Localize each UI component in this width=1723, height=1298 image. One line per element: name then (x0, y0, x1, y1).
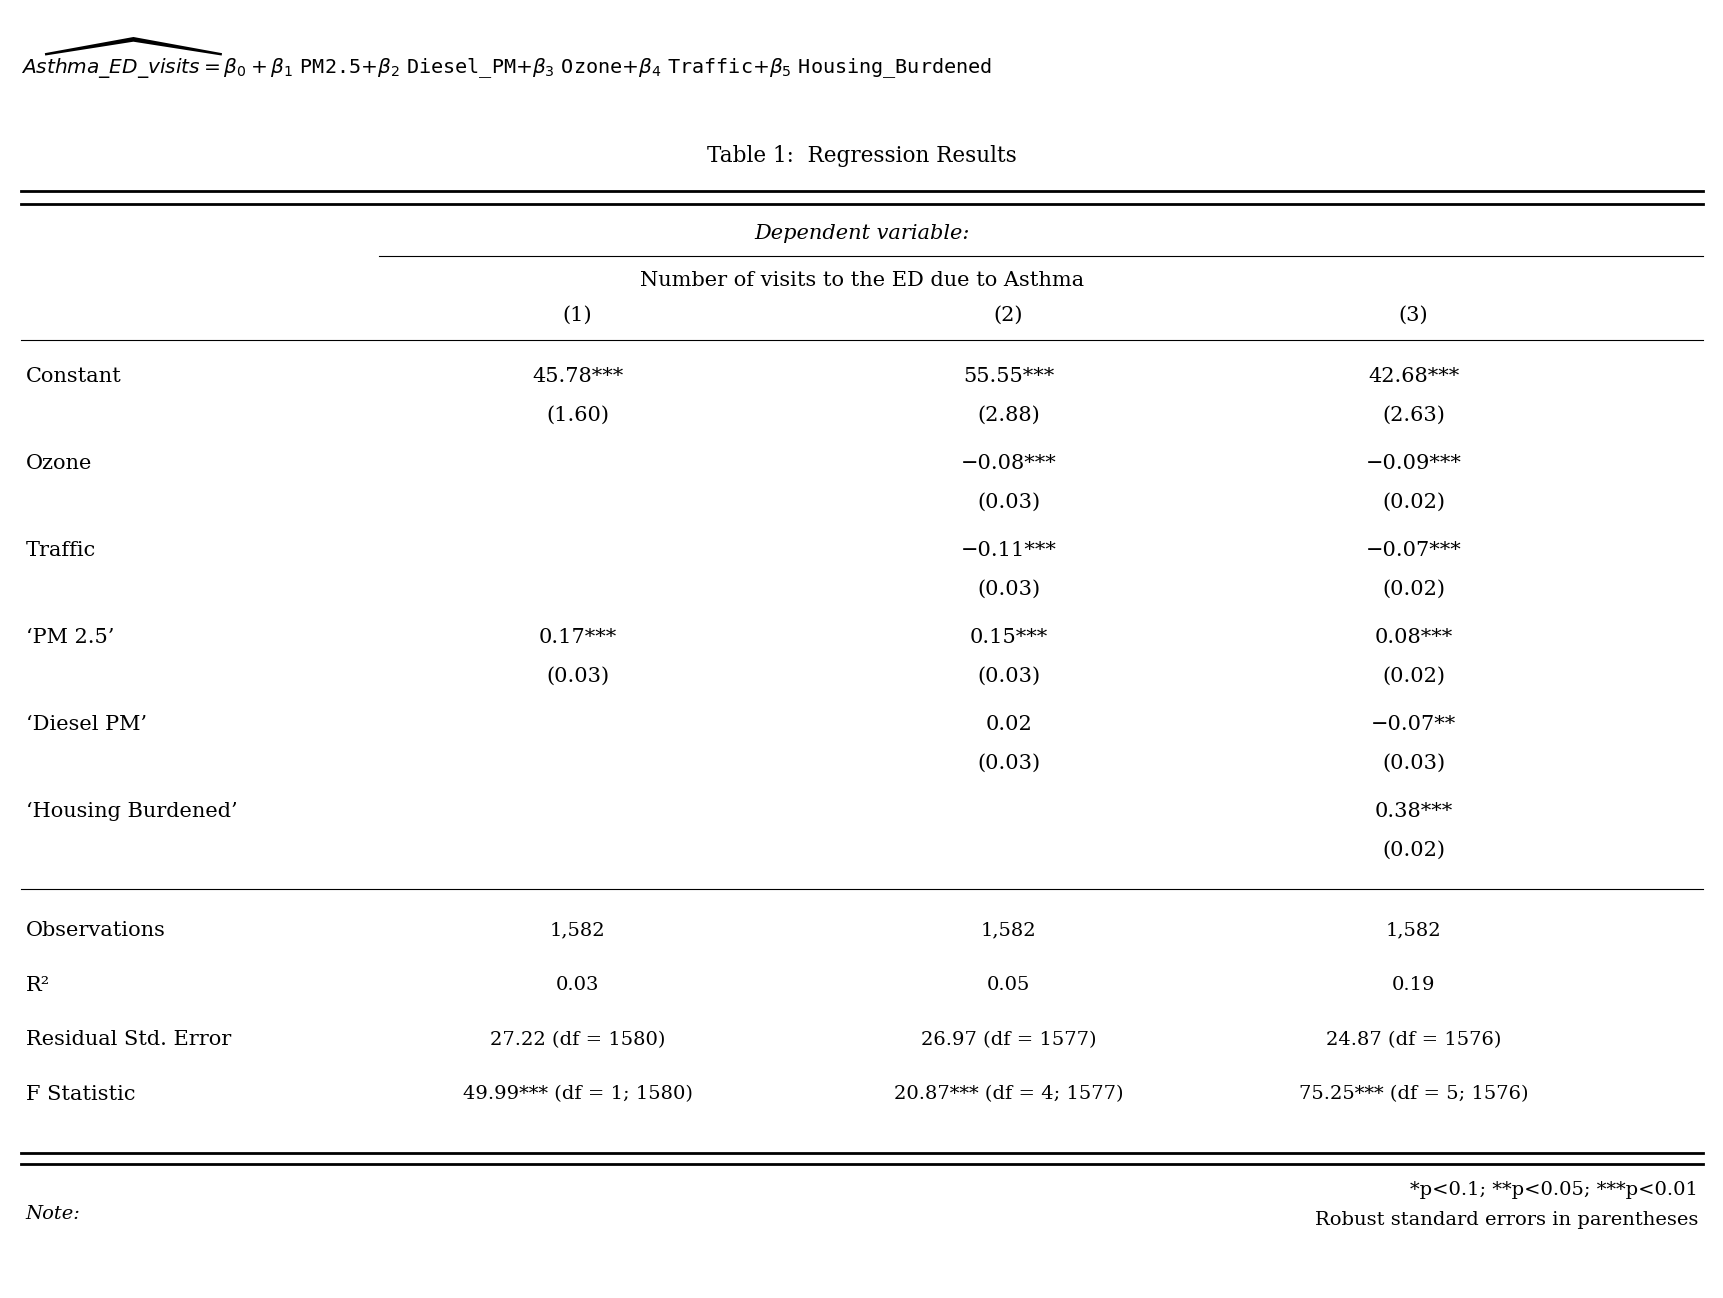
Text: Observations: Observations (26, 922, 165, 940)
Text: Traffic: Traffic (26, 541, 96, 559)
Text: (0.03): (0.03) (977, 754, 1039, 772)
Text: Table 1:  Regression Results: Table 1: Regression Results (706, 145, 1017, 166)
Text: ‘Housing Burdened’: ‘Housing Burdened’ (26, 802, 238, 820)
Text: 0.17***: 0.17*** (538, 628, 617, 646)
Text: 1,582: 1,582 (1385, 922, 1440, 940)
Text: Constant: Constant (26, 367, 122, 386)
Text: (1): (1) (562, 306, 593, 324)
Text: 75.25*** (df = 5; 1576): 75.25*** (df = 5; 1576) (1297, 1085, 1528, 1103)
Text: 24.87 (df = 1576): 24.87 (df = 1576) (1325, 1031, 1501, 1049)
Text: −0.11***: −0.11*** (960, 541, 1056, 559)
Text: 49.99*** (df = 1; 1580): 49.99*** (df = 1; 1580) (462, 1085, 693, 1103)
Text: (1.60): (1.60) (546, 406, 608, 424)
Text: (0.03): (0.03) (977, 493, 1039, 511)
Text: −0.09***: −0.09*** (1365, 454, 1461, 472)
Text: Note:: Note: (26, 1205, 81, 1223)
Text: −0.07**: −0.07** (1370, 715, 1456, 733)
Text: (2.63): (2.63) (1382, 406, 1444, 424)
Text: Residual Std. Error: Residual Std. Error (26, 1031, 231, 1049)
Text: 0.15***: 0.15*** (968, 628, 1048, 646)
Text: 0.08***: 0.08*** (1373, 628, 1452, 646)
Text: 42.68***: 42.68*** (1368, 367, 1458, 386)
Text: (0.03): (0.03) (977, 667, 1039, 685)
Text: 0.38***: 0.38*** (1373, 802, 1452, 820)
Text: Number of visits to the ED due to Asthma: Number of visits to the ED due to Asthma (639, 271, 1084, 289)
Text: (3): (3) (1397, 306, 1428, 324)
Text: 27.22 (df = 1580): 27.22 (df = 1580) (489, 1031, 665, 1049)
Text: (0.03): (0.03) (977, 580, 1039, 598)
Text: 26.97 (df = 1577): 26.97 (df = 1577) (920, 1031, 1096, 1049)
Text: $\widehat{\mathit{Asthma\_ED\_visits}}$$ = \beta_0 + \beta_1\ $$\mathtt{PM2.5}$$: $\widehat{\mathit{Asthma\_ED\_visits}}$$… (21, 36, 991, 80)
Text: Ozone: Ozone (26, 454, 93, 472)
Text: Dependent variable:: Dependent variable: (755, 225, 968, 243)
Text: 55.55***: 55.55*** (963, 367, 1053, 386)
Text: *p<0.1; **p<0.05; ***p<0.01: *p<0.1; **p<0.05; ***p<0.01 (1409, 1181, 1697, 1199)
Text: ‘PM 2.5’: ‘PM 2.5’ (26, 628, 114, 646)
Text: 0.05: 0.05 (986, 976, 1030, 994)
Text: −0.08***: −0.08*** (960, 454, 1056, 472)
Text: 20.87*** (df = 4; 1577): 20.87*** (df = 4; 1577) (893, 1085, 1123, 1103)
Text: ‘Diesel PM’: ‘Diesel PM’ (26, 715, 146, 733)
Text: (2.88): (2.88) (977, 406, 1039, 424)
Text: R²: R² (26, 976, 50, 994)
Text: Robust standard errors in parentheses: Robust standard errors in parentheses (1315, 1211, 1697, 1229)
Text: (0.02): (0.02) (1382, 841, 1444, 859)
Text: 45.78***: 45.78*** (532, 367, 622, 386)
Text: 0.19: 0.19 (1390, 976, 1435, 994)
Text: 1,582: 1,582 (550, 922, 605, 940)
Text: 0.03: 0.03 (555, 976, 600, 994)
Text: 0.02: 0.02 (984, 715, 1032, 733)
Text: (0.03): (0.03) (546, 667, 608, 685)
Text: (0.02): (0.02) (1382, 667, 1444, 685)
Text: (2): (2) (992, 306, 1023, 324)
Text: −0.07***: −0.07*** (1365, 541, 1461, 559)
Text: F Statistic: F Statistic (26, 1085, 136, 1103)
Text: (0.02): (0.02) (1382, 493, 1444, 511)
Text: (0.02): (0.02) (1382, 580, 1444, 598)
Text: 1,582: 1,582 (980, 922, 1036, 940)
Text: (0.03): (0.03) (1382, 754, 1444, 772)
